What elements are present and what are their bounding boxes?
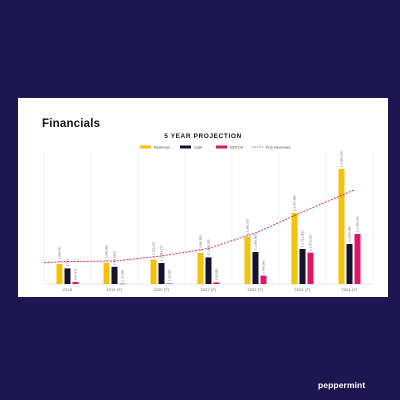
value-label-revenues-1: £ 1,048,000 xyxy=(105,245,109,261)
bar-ebitda-4 xyxy=(260,275,267,284)
value-label-ebitda-3: £ 82,000 xyxy=(215,268,219,280)
bar-ebitda-5 xyxy=(307,252,314,284)
slide-title: Financials xyxy=(42,118,101,130)
legend-label-2: EBITDA xyxy=(230,146,244,150)
projection-chart: 5 YEAR PROJECTION Revenues Cash EBITDA Proj.… xyxy=(43,133,374,292)
value-label-ebitda-1: £ 21,000 xyxy=(121,270,125,282)
legend-swatch-2 xyxy=(216,145,227,149)
bar-ebitda-6 xyxy=(354,234,361,284)
value-label-ebitda-5: £ 1,570,124 xyxy=(309,234,313,250)
x-tick-label-6: 2024 (F) xyxy=(342,288,358,292)
value-label-cash-2: £ 1,051,271 xyxy=(160,245,164,261)
bar-revenues-2 xyxy=(150,259,157,284)
value-label-cash-1: £ 863,000 xyxy=(113,251,117,265)
value-label-ebitda-2: £ 32,000 xyxy=(168,269,172,281)
bar-cash-3 xyxy=(205,257,212,284)
value-label-revenues-3: £ 1,550,500 xyxy=(199,235,203,251)
value-label-cash-3: £ 1,330,190 xyxy=(207,239,211,255)
value-label-cash-5: £ 1,751,000 xyxy=(301,231,305,247)
chart-title: 5 YEAR PROJECTION xyxy=(164,133,242,140)
bar-ebitda-3 xyxy=(213,282,220,284)
value-label-revenues-2: £ 1,220,121 xyxy=(152,241,156,257)
bar-revenues-5 xyxy=(291,213,298,284)
bar-cash-2 xyxy=(158,263,165,284)
legend-label-3: Proj. Revenues xyxy=(266,146,291,150)
value-label-revenues-5: £ 3,547,990 xyxy=(293,195,297,211)
brand-logo: peppermint xyxy=(318,380,366,390)
value-label-ebitda-4: £ 420,000 xyxy=(262,260,266,274)
bar-revenues-3 xyxy=(197,253,204,284)
x-tick-label-5: 2023 (F) xyxy=(295,288,311,292)
x-tick-label-4: 2022 (F) xyxy=(248,288,264,292)
bar-revenues-0 xyxy=(56,264,63,284)
x-tick-label-1: 2019 (F) xyxy=(107,288,123,292)
value-label-cash-6: £ 2,005,000 xyxy=(348,226,352,242)
bar-cash-4 xyxy=(252,252,259,284)
bar-revenues-4 xyxy=(244,237,251,284)
bar-cash-6 xyxy=(346,244,353,284)
value-label-revenues-6: £ 4,854,616 xyxy=(340,151,344,167)
value-label-ebitda-0: £ 97,971 xyxy=(74,268,78,280)
value-label-ebitda-6: £ 2,540,102 xyxy=(356,216,360,232)
legend-label-0: Revenues xyxy=(154,146,170,150)
bar-cash-0 xyxy=(64,268,71,284)
value-label-cash-4: £ 1,600,000 xyxy=(254,234,258,250)
financials-slide: Financials 5 YEAR PROJECTION Revenues Cash… xyxy=(18,98,388,297)
x-tick-label-3: 2021 (F) xyxy=(201,288,217,292)
bar-revenues-6 xyxy=(338,169,345,284)
bar-ebitda-0 xyxy=(72,282,79,284)
legend-label-1: Cash xyxy=(194,146,202,150)
bar-ebitda-1 xyxy=(119,283,126,285)
bar-revenues-1 xyxy=(103,263,110,284)
bar-cash-5 xyxy=(299,249,306,284)
x-tick-label-0: 2018 xyxy=(63,288,72,292)
legend-swatch-1 xyxy=(180,145,191,149)
legend-swatch-0 xyxy=(140,145,151,149)
bar-ebitda-2 xyxy=(166,283,173,284)
value-label-revenues-4: £ 2,350,720 xyxy=(246,219,250,235)
value-label-revenues-0: £ 1,035,751 xyxy=(58,246,62,262)
bar-cash-1 xyxy=(111,266,118,284)
value-label-cash-0: £ 783, xyxy=(66,258,70,267)
x-tick-label-2: 2020 (F) xyxy=(154,288,170,292)
